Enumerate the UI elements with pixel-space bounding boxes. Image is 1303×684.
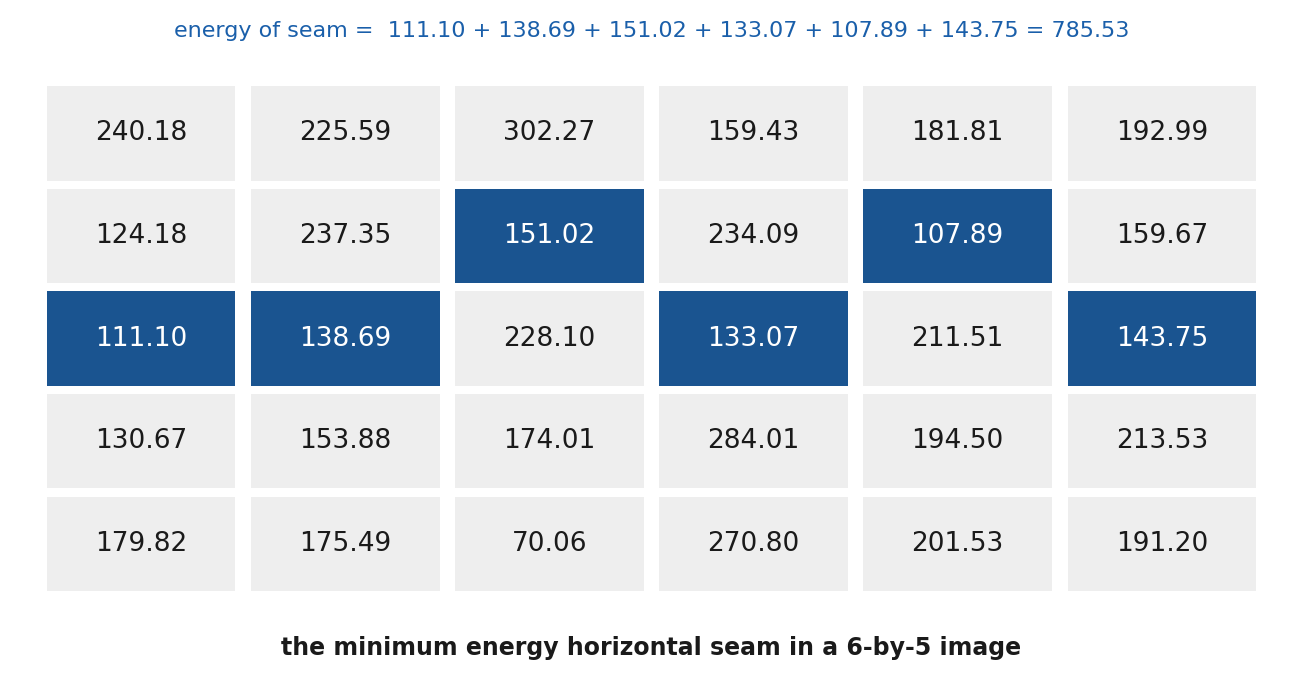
- Text: 201.53: 201.53: [912, 531, 1003, 557]
- Bar: [864, 291, 1052, 386]
- Text: 194.50: 194.50: [912, 428, 1003, 454]
- Bar: [47, 86, 236, 181]
- Text: 181.81: 181.81: [912, 120, 1003, 146]
- Text: 138.69: 138.69: [300, 326, 391, 352]
- Text: 234.09: 234.09: [708, 223, 800, 249]
- Bar: [864, 86, 1052, 181]
- Text: 107.89: 107.89: [912, 223, 1003, 249]
- Text: 225.59: 225.59: [300, 120, 391, 146]
- Text: 191.20: 191.20: [1115, 531, 1208, 557]
- Text: 111.10: 111.10: [95, 326, 188, 352]
- Text: 302.27: 302.27: [503, 120, 595, 146]
- Text: 133.07: 133.07: [708, 326, 800, 352]
- Bar: [47, 291, 236, 386]
- Bar: [251, 291, 439, 386]
- Bar: [1067, 291, 1256, 386]
- Text: 124.18: 124.18: [95, 223, 188, 249]
- Bar: [455, 497, 644, 591]
- Text: 143.75: 143.75: [1115, 326, 1208, 352]
- Text: 153.88: 153.88: [300, 428, 391, 454]
- Text: 151.02: 151.02: [503, 223, 595, 249]
- Bar: [659, 394, 848, 488]
- Bar: [455, 189, 644, 283]
- Bar: [1067, 497, 1256, 591]
- Text: 175.49: 175.49: [300, 531, 391, 557]
- Bar: [659, 189, 848, 283]
- Bar: [251, 394, 439, 488]
- Bar: [659, 497, 848, 591]
- Bar: [659, 86, 848, 181]
- Bar: [251, 86, 439, 181]
- Bar: [864, 189, 1052, 283]
- Text: 270.80: 270.80: [708, 531, 800, 557]
- Bar: [251, 497, 439, 591]
- Bar: [864, 394, 1052, 488]
- Bar: [455, 291, 644, 386]
- Text: 284.01: 284.01: [708, 428, 800, 454]
- Text: 211.51: 211.51: [912, 326, 1003, 352]
- Bar: [47, 189, 236, 283]
- Text: 237.35: 237.35: [300, 223, 391, 249]
- Text: 159.43: 159.43: [708, 120, 800, 146]
- Text: 174.01: 174.01: [503, 428, 595, 454]
- Bar: [47, 497, 236, 591]
- Text: 240.18: 240.18: [95, 120, 188, 146]
- Bar: [455, 86, 644, 181]
- Text: 179.82: 179.82: [95, 531, 188, 557]
- Text: the minimum energy horizontal seam in a 6-by-5 image: the minimum energy horizontal seam in a …: [281, 636, 1022, 661]
- Bar: [1067, 394, 1256, 488]
- Text: 192.99: 192.99: [1115, 120, 1208, 146]
- Text: 70.06: 70.06: [512, 531, 588, 557]
- Text: 213.53: 213.53: [1115, 428, 1208, 454]
- Bar: [47, 394, 236, 488]
- Bar: [1067, 189, 1256, 283]
- Text: 228.10: 228.10: [503, 326, 595, 352]
- Bar: [659, 291, 848, 386]
- Bar: [455, 394, 644, 488]
- Text: 130.67: 130.67: [95, 428, 188, 454]
- Bar: [251, 189, 439, 283]
- Bar: [1067, 86, 1256, 181]
- Text: energy of seam =  111.10 + 138.69 + 151.02 + 133.07 + 107.89 + 143.75 = 785.53: energy of seam = 111.10 + 138.69 + 151.0…: [173, 21, 1130, 41]
- Text: 159.67: 159.67: [1115, 223, 1208, 249]
- Bar: [864, 497, 1052, 591]
